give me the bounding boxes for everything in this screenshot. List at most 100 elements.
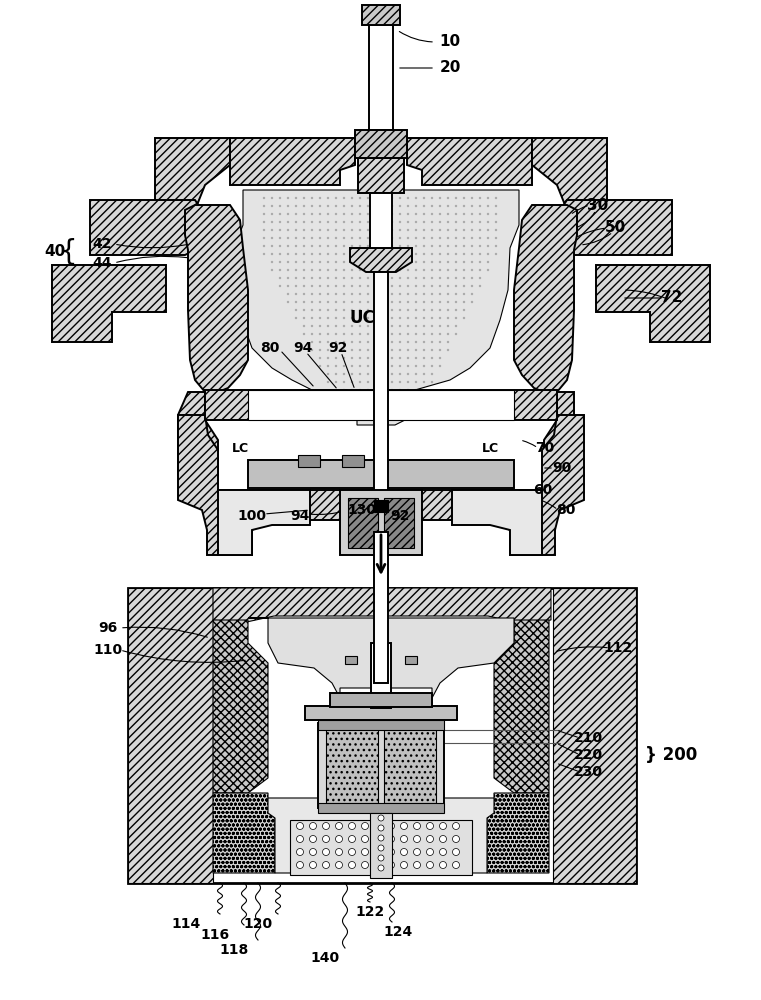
Circle shape <box>279 213 282 215</box>
Circle shape <box>375 365 377 367</box>
Circle shape <box>387 822 394 830</box>
Circle shape <box>439 365 441 367</box>
Bar <box>340 490 422 555</box>
Circle shape <box>358 389 361 391</box>
Circle shape <box>326 237 330 239</box>
Circle shape <box>447 205 449 207</box>
Circle shape <box>326 261 330 263</box>
Circle shape <box>310 309 314 311</box>
Circle shape <box>303 253 305 255</box>
Circle shape <box>400 836 407 842</box>
Circle shape <box>326 317 330 319</box>
Circle shape <box>342 277 345 279</box>
Circle shape <box>426 861 434 868</box>
Circle shape <box>297 848 304 856</box>
Circle shape <box>375 405 377 407</box>
Circle shape <box>487 221 489 223</box>
Circle shape <box>407 245 409 247</box>
Circle shape <box>479 277 481 279</box>
Circle shape <box>423 285 425 287</box>
Circle shape <box>335 317 337 319</box>
Circle shape <box>423 253 425 255</box>
Circle shape <box>349 848 355 856</box>
Circle shape <box>463 253 465 255</box>
Circle shape <box>495 245 497 247</box>
Circle shape <box>287 269 289 271</box>
Circle shape <box>407 285 409 287</box>
Circle shape <box>310 253 314 255</box>
Circle shape <box>383 245 385 247</box>
Circle shape <box>367 197 369 199</box>
Circle shape <box>342 285 345 287</box>
Circle shape <box>358 245 361 247</box>
Circle shape <box>439 205 441 207</box>
Circle shape <box>423 373 425 375</box>
Circle shape <box>391 397 393 399</box>
Polygon shape <box>268 798 494 873</box>
Circle shape <box>375 317 377 319</box>
Circle shape <box>423 269 425 271</box>
Circle shape <box>326 325 330 327</box>
Circle shape <box>495 253 497 255</box>
Circle shape <box>342 397 345 399</box>
Circle shape <box>367 221 369 223</box>
Circle shape <box>426 836 434 842</box>
Circle shape <box>271 205 273 207</box>
Circle shape <box>367 301 369 303</box>
Circle shape <box>295 213 298 215</box>
Circle shape <box>287 213 289 215</box>
Circle shape <box>358 373 361 375</box>
Circle shape <box>375 221 377 223</box>
Circle shape <box>423 317 425 319</box>
Bar <box>318 803 444 813</box>
Circle shape <box>471 269 473 271</box>
Circle shape <box>297 822 304 830</box>
Text: 72: 72 <box>661 290 683 306</box>
Circle shape <box>374 822 381 830</box>
Circle shape <box>383 317 385 319</box>
Circle shape <box>487 261 489 263</box>
Circle shape <box>319 205 321 207</box>
Circle shape <box>375 237 377 239</box>
Circle shape <box>383 277 385 279</box>
Circle shape <box>399 325 401 327</box>
Circle shape <box>297 836 304 842</box>
Circle shape <box>407 205 409 207</box>
Circle shape <box>271 229 273 231</box>
Circle shape <box>471 229 473 231</box>
Circle shape <box>447 277 449 279</box>
Circle shape <box>426 822 434 830</box>
Circle shape <box>463 317 465 319</box>
Bar <box>330 693 432 707</box>
Circle shape <box>271 253 273 255</box>
Circle shape <box>423 229 425 231</box>
Circle shape <box>487 229 489 231</box>
Circle shape <box>453 836 460 842</box>
Circle shape <box>303 269 305 271</box>
Circle shape <box>399 285 401 287</box>
Polygon shape <box>494 620 549 793</box>
Circle shape <box>479 269 481 271</box>
Circle shape <box>455 261 457 263</box>
Polygon shape <box>487 793 549 873</box>
Circle shape <box>358 333 361 335</box>
Circle shape <box>383 357 385 359</box>
Circle shape <box>399 197 401 199</box>
Circle shape <box>310 245 314 247</box>
Circle shape <box>319 285 321 287</box>
Circle shape <box>335 229 337 231</box>
Circle shape <box>375 213 377 215</box>
Circle shape <box>463 277 465 279</box>
Circle shape <box>335 341 337 343</box>
Circle shape <box>423 237 425 239</box>
Circle shape <box>367 237 369 239</box>
Circle shape <box>399 309 401 311</box>
Text: 120: 120 <box>244 917 272 931</box>
Circle shape <box>279 229 282 231</box>
Bar <box>248 460 514 488</box>
Circle shape <box>310 269 314 271</box>
Circle shape <box>440 822 447 830</box>
Circle shape <box>431 285 433 287</box>
Circle shape <box>495 221 497 223</box>
Polygon shape <box>407 138 532 185</box>
